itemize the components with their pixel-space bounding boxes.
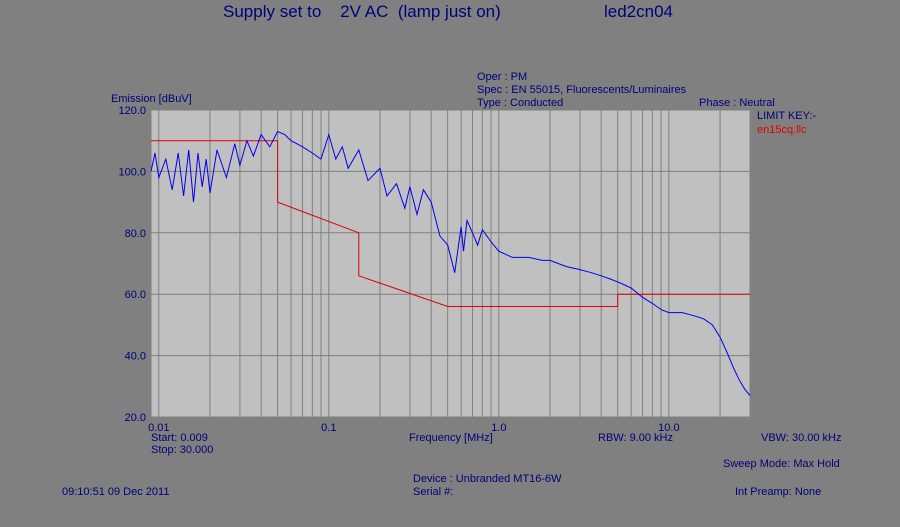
x-tick-label: 0.01	[148, 422, 169, 434]
vbw-label: VBW: 30.00 kHz	[761, 432, 842, 444]
y-tick-label: 20.0	[125, 412, 146, 424]
emission-trace	[150, 130, 751, 396]
spec-label: Spec : EN 55015, Fluorescents/Luminaires	[477, 84, 687, 96]
plot-area	[151, 110, 750, 417]
y-tick-label: 120.0	[118, 105, 146, 117]
tick-labels: 20.0 40.0 60.0 80.0 100.0 120.0 0.01 0.1 1.0 10.0	[118, 105, 679, 434]
rbw-label: RBW: 9.00 kHz	[598, 432, 673, 444]
y-tick-label: 60.0	[125, 289, 146, 301]
limit-key-label: LIMIT KEY:-	[757, 110, 817, 122]
plot-frame	[150, 109, 751, 418]
x-axis-title: Frequency [MHz]	[409, 432, 493, 444]
phase-label: Phase : Neutral	[699, 97, 775, 109]
preamp-label: Int Preamp: None	[735, 486, 822, 498]
limit-file-label: en15cq.llc	[757, 124, 807, 136]
chart-file-id: led2cn04	[604, 2, 674, 21]
device-label: Device : Unbranded MT16-6W	[413, 473, 562, 485]
y-tick-label: 80.0	[125, 228, 146, 240]
y-tick-label: 40.0	[125, 351, 146, 363]
x-tick-label: 1.0	[491, 422, 506, 434]
y-axis-title: Emission [dBuV]	[111, 93, 192, 105]
x-tick-label: 10.0	[658, 422, 679, 434]
timestamp: 09:10:51 09 Dec 2011	[62, 486, 170, 498]
type-label: Type : Conducted	[477, 97, 564, 109]
sweep-mode-label: Sweep Mode: Max Hold	[723, 458, 840, 470]
serial-label: Serial #:	[413, 486, 454, 498]
chart-title: Supply set to 2V AC (lamp just on)	[223, 2, 501, 21]
x-tick-label: 0.1	[321, 422, 336, 434]
y-tick-label: 100.0	[118, 166, 146, 178]
series-lines	[150, 130, 751, 396]
start-label: Start: 0.009	[151, 432, 208, 444]
limit-line	[151, 140, 750, 307]
oper-label: Oper : PM	[477, 71, 528, 83]
stop-label: Stop: 30.000	[151, 444, 214, 456]
